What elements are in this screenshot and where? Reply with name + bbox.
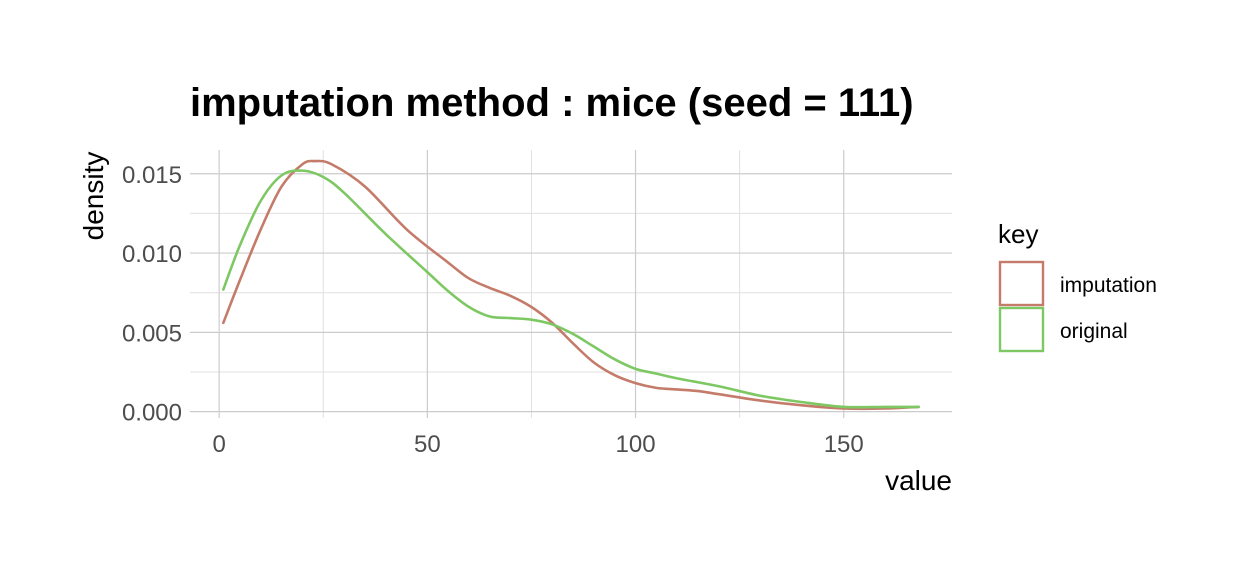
y-tick-label: 0.010 [122, 241, 182, 268]
series-line-imputation [222, 159, 920, 411]
y-tick-label: 0.000 [122, 400, 182, 427]
y-axis-title: density [78, 152, 109, 241]
x-tick-label: 0 [212, 431, 225, 458]
major-gridlines [190, 150, 952, 418]
chart-title: imputation method : mice (seed = 111) [190, 81, 914, 125]
legend-label-original: original [1060, 320, 1128, 343]
series-lines [222, 159, 920, 411]
minor-gridlines [190, 150, 952, 418]
legend-key-original [998, 306, 1045, 353]
x-axis-title: value [885, 465, 952, 496]
series-line-original [222, 169, 920, 409]
x-tick-label: 100 [616, 431, 656, 458]
legend-label-imputation: imputation [1060, 274, 1157, 297]
x-tick-label: 50 [414, 431, 441, 458]
legend-key-imputation [998, 260, 1045, 307]
y-tick-label: 0.005 [122, 320, 182, 347]
x-tick-label: 150 [824, 431, 864, 458]
legend-items: imputation original [998, 260, 1157, 353]
y-tick-label: 0.015 [122, 162, 182, 189]
tick-labels: 0 50 100 150 0.000 0.005 0.010 0.015 [122, 162, 864, 458]
legend-title: key [998, 219, 1038, 249]
legend: key imputation original [998, 219, 1157, 353]
